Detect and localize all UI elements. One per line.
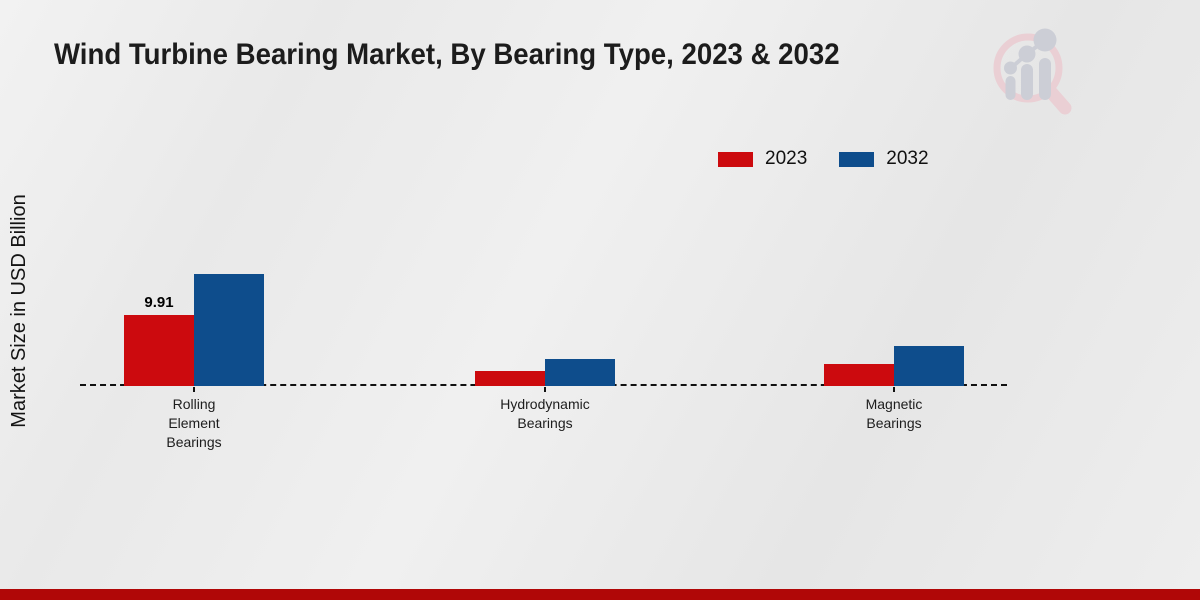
legend: 2023 2032 bbox=[718, 148, 929, 170]
footer-accent-bar bbox=[0, 589, 1200, 600]
x-tick bbox=[544, 387, 546, 392]
x-tick bbox=[893, 387, 895, 392]
category-label: Magnetic Bearings bbox=[865, 396, 923, 431]
category-label: Rolling Element Bearings bbox=[166, 396, 222, 450]
legend-swatch-2032 bbox=[839, 151, 875, 167]
bar-2032-category-0 bbox=[194, 274, 264, 386]
chart-title: Wind Turbine Bearing Market, By Bearing … bbox=[54, 38, 840, 71]
legend-swatch-2023 bbox=[718, 151, 753, 167]
legend-label-2032: 2032 bbox=[886, 148, 929, 169]
legend-label-2023: 2023 bbox=[765, 148, 808, 169]
magnifier-bar-chart-logo-icon bbox=[993, 28, 1072, 115]
legend-item-2023: 2023 bbox=[718, 148, 807, 170]
x-tick bbox=[193, 387, 195, 392]
category-label: Hydrodynamic Bearings bbox=[500, 396, 590, 431]
bar-value-label: 9.91 bbox=[144, 294, 174, 311]
bar-2032-category-1 bbox=[545, 359, 615, 386]
bar-2032-category-2 bbox=[894, 346, 964, 386]
bar-2023-category-1 bbox=[475, 371, 545, 386]
legend-item-2032: 2032 bbox=[839, 148, 929, 170]
bar-2023-category-0 bbox=[124, 315, 194, 386]
bar-2023-category-2 bbox=[824, 364, 894, 386]
